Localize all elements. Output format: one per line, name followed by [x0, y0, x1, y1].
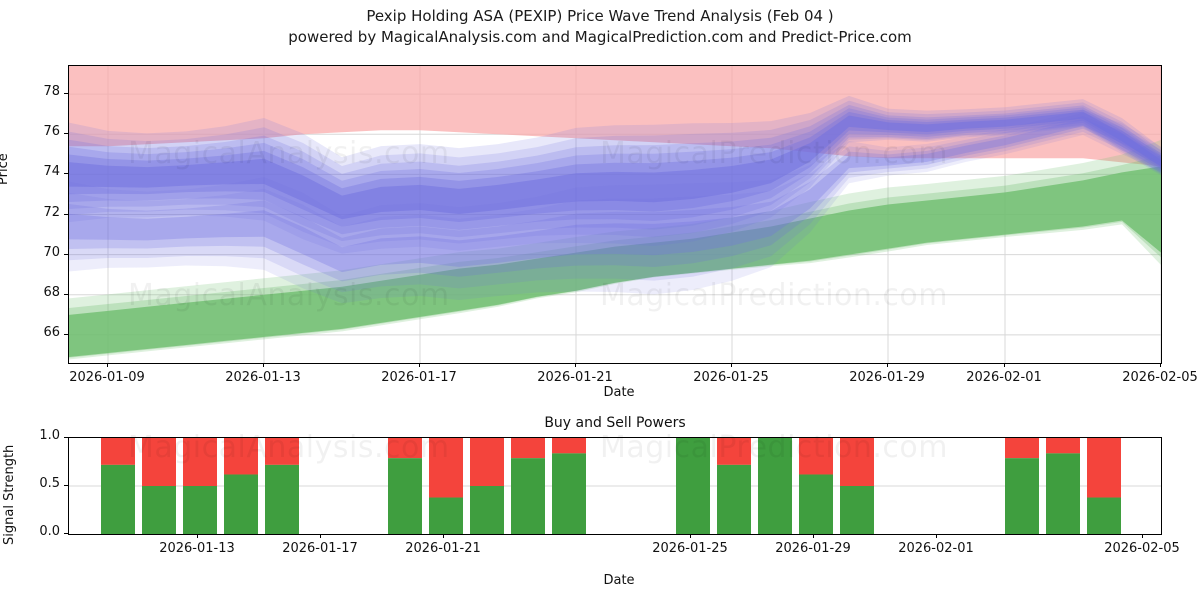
bar-x-tick-label: 2026-01-13: [159, 541, 235, 556]
buy-power-bar: [552, 453, 586, 534]
sell-power-bar: [265, 438, 299, 465]
bar-x-tick-mark: [813, 534, 814, 538]
page-title: Pexip Holding ASA (PEXIP) Price Wave Tre…: [366, 7, 834, 25]
buy-power-bar: [101, 464, 135, 534]
bar-x-tick-label: 2026-02-05: [1104, 541, 1180, 556]
bar-x-tick-mark: [690, 534, 691, 538]
buy-power-bar: [717, 464, 751, 534]
main-x-axis-label: Date: [603, 385, 635, 400]
buy-power-bar: [1087, 497, 1121, 534]
main-x-tick-label: 2026-01-17: [381, 370, 457, 385]
bar-y-tick-label: 1.0: [39, 428, 60, 443]
bar-y-tick-label: 0.0: [39, 524, 60, 539]
main-y-tick-label: 78: [43, 84, 60, 100]
sell-power-bar: [717, 438, 751, 465]
buy-power-bar: [224, 474, 258, 534]
main-y-tick-mark: [64, 333, 68, 335]
main-y-tick-mark: [64, 93, 68, 95]
main-y-tick-label: 74: [43, 164, 60, 180]
bar-y-tick-mark: [64, 437, 68, 438]
sell-power-bar: [1005, 438, 1039, 459]
main-y-tick-label: 70: [43, 244, 60, 260]
buy-power-bar: [511, 458, 545, 534]
sell-power-bar: [511, 438, 545, 459]
main-x-tick-label: 2026-01-29: [849, 370, 925, 385]
sell-power-bar: [1087, 438, 1121, 498]
buy-power-bar: [1046, 453, 1080, 534]
main-x-tick-label: 2026-01-25: [693, 370, 769, 385]
bar-x-tick-label: 2026-02-01: [898, 541, 974, 556]
main-x-tick-mark: [575, 363, 576, 367]
main-x-tick-mark: [419, 363, 420, 367]
buy-power-bar: [183, 486, 217, 534]
bar-x-tick-mark: [320, 534, 321, 538]
buy-power-bar: [265, 464, 299, 534]
buy-power-bar: [142, 486, 176, 534]
main-x-tick-mark: [731, 363, 732, 367]
sell-power-bar: [1046, 438, 1080, 454]
bar-x-tick-label: 2026-01-29: [775, 541, 851, 556]
buy-power-bar: [1005, 458, 1039, 534]
main-x-tick-mark: [107, 363, 108, 367]
bar-y-axis-label: Signal Strength: [2, 444, 17, 545]
sell-power-bar: [101, 438, 135, 465]
sell-power-bar: [470, 438, 504, 486]
main-y-tick-label: 76: [43, 124, 60, 140]
sell-power-bar: [183, 438, 217, 486]
main-x-tick-mark: [887, 363, 888, 367]
main-y-tick-label: 72: [43, 204, 60, 220]
main-x-tick-label: 2026-02-01: [966, 370, 1042, 385]
bar-x-tick-mark: [936, 534, 937, 538]
main-y-tick-mark: [64, 133, 68, 135]
bar-chart-title: Buy and Sell Powers: [544, 415, 686, 431]
buy-power-bar: [388, 458, 422, 534]
main-y-tick-mark: [64, 213, 68, 215]
buy-power-bar: [676, 438, 710, 534]
bar-y-tick-mark: [64, 533, 68, 534]
main-x-tick-label: 2026-01-09: [69, 370, 145, 385]
main-y-tick-mark: [64, 253, 68, 255]
buy-power-bar: [840, 486, 874, 534]
bar-x-axis-label: Date: [603, 573, 635, 588]
sell-power-bar: [840, 438, 874, 486]
buy-sell-powers-plot-area: [68, 437, 1162, 535]
bar-x-tick-label: 2026-01-17: [282, 541, 358, 556]
main-y-tick-label: 66: [43, 324, 60, 340]
page-subtitle: powered by MagicalAnalysis.com and Magic…: [288, 28, 912, 46]
main-x-tick-label: 2026-01-21: [537, 370, 613, 385]
buy-sell-bars-svg: [69, 438, 1161, 534]
price-wave-svg: [69, 66, 1161, 363]
main-x-tick-mark: [1004, 363, 1005, 367]
bar-x-tick-mark: [443, 534, 444, 538]
sell-power-bar: [388, 438, 422, 459]
sell-power-bar: [224, 438, 258, 475]
buy-power-bar: [758, 438, 792, 534]
main-x-tick-mark: [1160, 363, 1161, 367]
bar-y-tick-mark: [64, 485, 68, 486]
main-x-tick-mark: [263, 363, 264, 367]
price-wave-plot-area: [68, 65, 1162, 364]
bar-y-tick-label: 0.5: [39, 476, 60, 491]
sell-power-bar: [142, 438, 176, 486]
main-y-axis-label: Price: [0, 153, 11, 185]
sell-power-bar: [552, 438, 586, 454]
main-x-tick-label: 2026-01-13: [225, 370, 301, 385]
main-x-tick-label: 2026-02-05: [1122, 370, 1198, 385]
main-y-tick-mark: [64, 293, 68, 295]
bar-x-tick-mark: [197, 534, 198, 538]
chart-title-block: Pexip Holding ASA (PEXIP) Price Wave Tre…: [0, 6, 1200, 48]
sell-power-bar: [429, 438, 463, 498]
buy-power-bar: [470, 486, 504, 534]
main-y-tick-label: 68: [43, 284, 60, 300]
bar-x-tick-label: 2026-01-21: [405, 541, 481, 556]
buy-power-bar: [799, 474, 833, 534]
main-y-tick-mark: [64, 173, 68, 175]
bar-x-tick-mark: [1142, 534, 1143, 538]
bar-x-tick-label: 2026-01-25: [652, 541, 728, 556]
sell-power-bar: [799, 438, 833, 475]
buy-power-bar: [429, 497, 463, 534]
